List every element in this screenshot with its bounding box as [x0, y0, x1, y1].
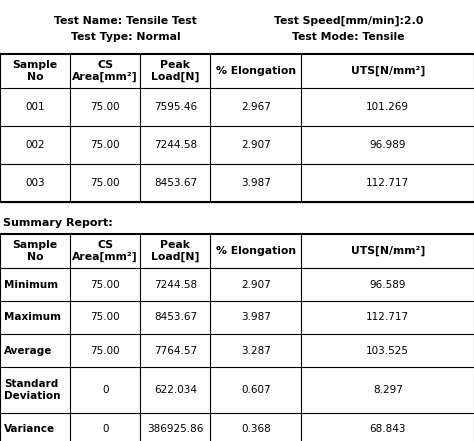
Text: 386925.86: 386925.86 — [147, 425, 203, 434]
Text: Test Speed[mm/min]:2.0: Test Speed[mm/min]:2.0 — [273, 16, 423, 26]
Text: Peak
Load[N]: Peak Load[N] — [151, 240, 200, 262]
Text: Summary Report:: Summary Report: — [3, 218, 113, 228]
Text: Standard
Deviation: Standard Deviation — [4, 379, 61, 401]
Text: Test Mode: Tensile: Test Mode: Tensile — [292, 32, 405, 42]
Text: 001: 001 — [25, 102, 45, 112]
Text: Sample
No: Sample No — [12, 60, 58, 82]
Text: 75.00: 75.00 — [91, 140, 120, 150]
Text: Test Name: Tensile Test: Test Name: Tensile Test — [54, 16, 197, 26]
Text: 96.589: 96.589 — [369, 280, 406, 289]
Text: 101.269: 101.269 — [366, 102, 409, 112]
Text: 75.00: 75.00 — [91, 345, 120, 355]
Text: 75.00: 75.00 — [91, 313, 120, 322]
Text: 2.907: 2.907 — [241, 140, 271, 150]
Text: 75.00: 75.00 — [91, 178, 120, 188]
Text: 3.987: 3.987 — [241, 313, 271, 322]
Text: 0.607: 0.607 — [241, 385, 271, 395]
Text: 7595.46: 7595.46 — [154, 102, 197, 112]
Text: 2.967: 2.967 — [241, 102, 271, 112]
Text: 8.297: 8.297 — [373, 385, 403, 395]
Text: 003: 003 — [25, 178, 45, 188]
Text: 3.987: 3.987 — [241, 178, 271, 188]
Text: 112.717: 112.717 — [366, 178, 409, 188]
Text: Test Type: Normal: Test Type: Normal — [71, 32, 181, 42]
Text: 7244.58: 7244.58 — [154, 280, 197, 289]
Text: UTS[N/mm²]: UTS[N/mm²] — [351, 66, 425, 76]
Text: 96.989: 96.989 — [369, 140, 406, 150]
Text: 68.843: 68.843 — [369, 425, 406, 434]
Text: Sample
No: Sample No — [12, 240, 58, 262]
Text: 75.00: 75.00 — [91, 102, 120, 112]
Text: CS
Area[mm²]: CS Area[mm²] — [73, 60, 138, 82]
Text: 622.034: 622.034 — [154, 385, 197, 395]
Text: 0.368: 0.368 — [241, 425, 271, 434]
Text: 8453.67: 8453.67 — [154, 178, 197, 188]
Text: UTS[N/mm²]: UTS[N/mm²] — [351, 246, 425, 256]
Text: 112.717: 112.717 — [366, 313, 409, 322]
Text: 0: 0 — [102, 385, 109, 395]
Text: % Elongation: % Elongation — [216, 66, 296, 76]
Text: 2.907: 2.907 — [241, 280, 271, 289]
Text: Peak
Load[N]: Peak Load[N] — [151, 60, 200, 82]
Text: CS
Area[mm²]: CS Area[mm²] — [73, 240, 138, 262]
Text: 002: 002 — [25, 140, 45, 150]
Text: 3.287: 3.287 — [241, 345, 271, 355]
Text: 0: 0 — [102, 425, 109, 434]
Text: 103.525: 103.525 — [366, 345, 409, 355]
Text: 8453.67: 8453.67 — [154, 313, 197, 322]
Text: 7244.58: 7244.58 — [154, 140, 197, 150]
Text: Minimum: Minimum — [4, 280, 58, 289]
Text: 75.00: 75.00 — [91, 280, 120, 289]
Text: Variance: Variance — [4, 425, 55, 434]
Text: Maximum: Maximum — [4, 313, 61, 322]
Text: Average: Average — [4, 345, 52, 355]
Text: % Elongation: % Elongation — [216, 246, 296, 256]
Text: 7764.57: 7764.57 — [154, 345, 197, 355]
